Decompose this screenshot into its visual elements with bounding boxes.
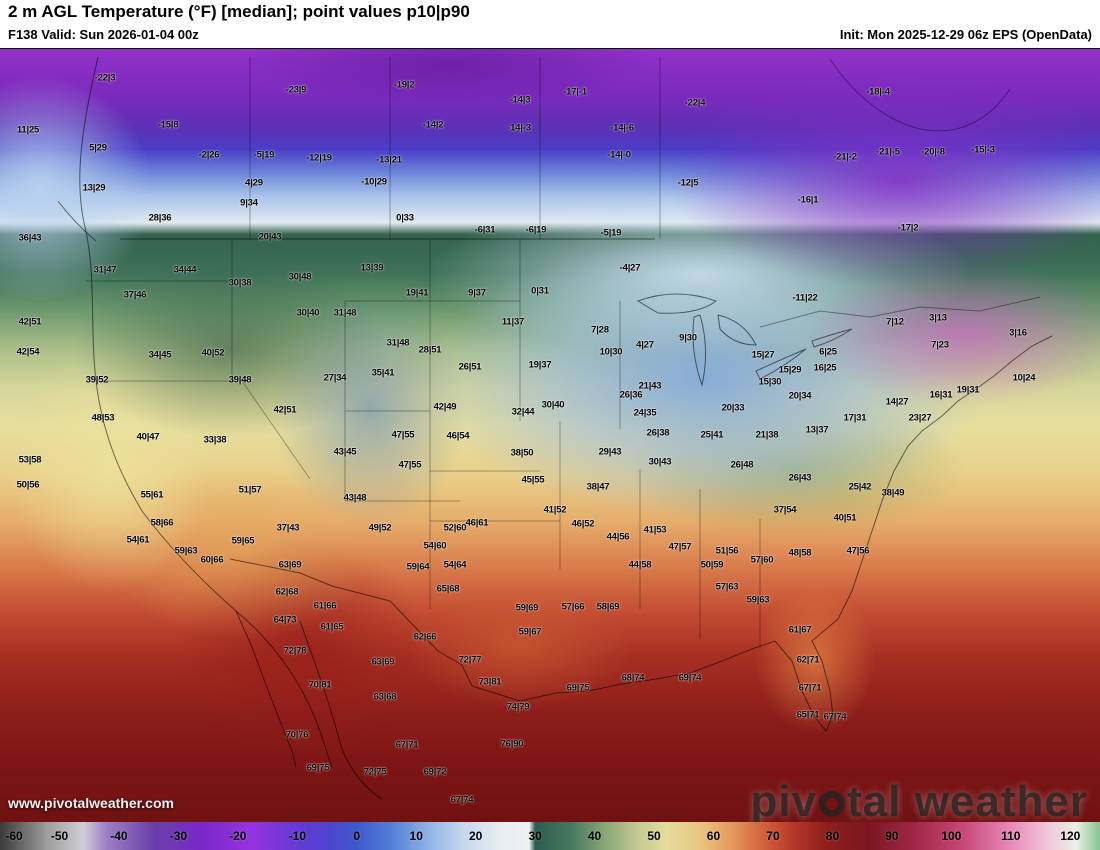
- geo-boundaries: [57, 56, 1053, 800]
- brand-text-right: tal weather: [847, 777, 1088, 826]
- forecast-valid-label: F138 Valid: Sun 2026-01-04 00z: [8, 27, 199, 42]
- map-header: 2 m AGL Temperature (°F) [median]; point…: [0, 0, 1100, 48]
- colorbar-tick: 30: [528, 829, 542, 843]
- colorbar-tick: 50: [647, 829, 661, 843]
- colorbar-tick: 40: [587, 829, 602, 843]
- brand-text-left: piv: [750, 777, 818, 826]
- pivotal-logo-icon: [819, 791, 846, 817]
- colorbar-tick: -20: [229, 829, 247, 843]
- colorbar-ticks: -60 -50 -40 -30 -20 -10 0 10 20 30 40 50 60 70 80 90 100…: [0, 822, 1100, 850]
- colorbar-gradient: [0, 822, 1100, 850]
- colorbar-tick: 70: [766, 829, 780, 843]
- map-title: 2 m AGL Temperature (°F) [median]; point…: [8, 2, 470, 21]
- watermark-url: www.pivotalweather.com: [8, 795, 174, 811]
- pivotal-weather-watermark: piv tal weather: [751, 780, 1088, 824]
- model-init-label: Init: Mon 2025-12-29 06z EPS (OpenData): [839, 27, 1092, 42]
- colorbar-tick: -40: [110, 829, 128, 843]
- colorbar-tick: -30: [169, 829, 188, 843]
- colorbar-tick: -60: [5, 829, 23, 843]
- colorbar-tick: 90: [885, 829, 899, 843]
- colorbar-tick: 80: [825, 829, 840, 843]
- temperature-map[interactable]: [0, 48, 1100, 822]
- colorbar-tick: 110: [1001, 829, 1021, 843]
- colorbar-tick: -50: [50, 829, 69, 843]
- colorbar-tick: -10: [288, 829, 306, 843]
- colorbar-tick: 120: [1060, 829, 1081, 843]
- colorbar-tick: 100: [941, 829, 962, 843]
- colorbar-tick: 10: [409, 829, 423, 843]
- colorbar-tick: 20: [468, 829, 483, 843]
- colorbar-tick: 60: [706, 829, 721, 843]
- colorbar-tick: 0: [353, 829, 361, 843]
- temperature-colorbar: -60 -50 -40 -30 -20 -10 0 10 20 30 40 50 60 70 80 90 100…: [0, 822, 1100, 850]
